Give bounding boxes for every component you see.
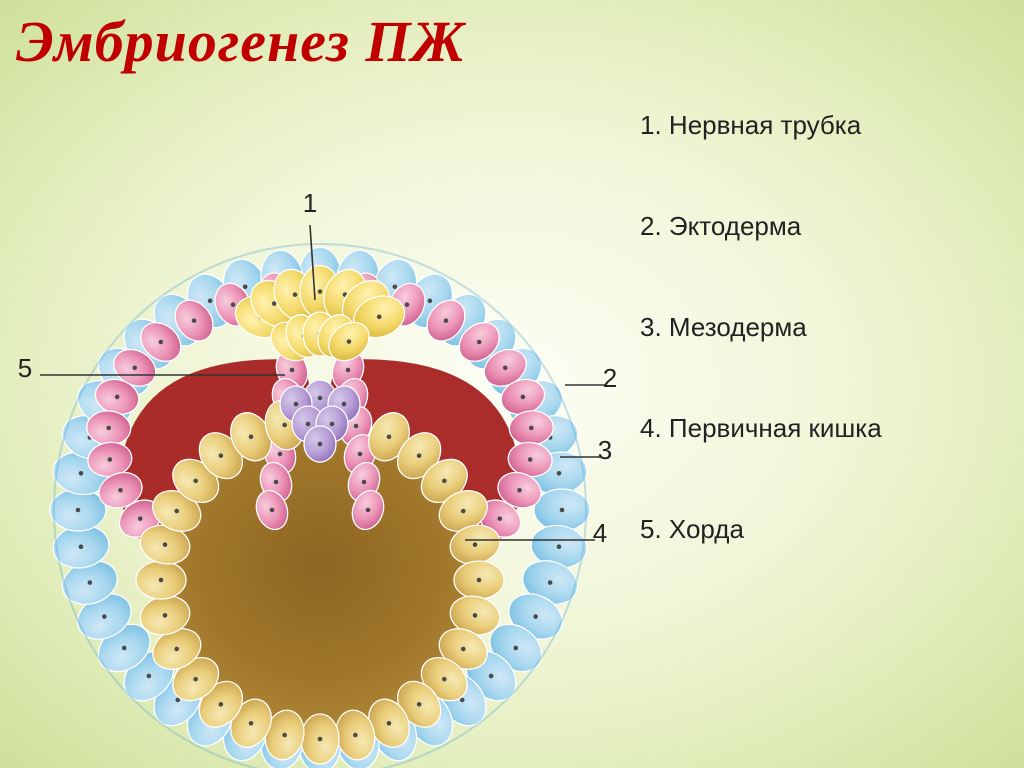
legend-num: 3. [640, 312, 662, 342]
legend-num: 1. [640, 110, 662, 140]
legend-item-1: 1. Нервная трубка [640, 110, 882, 141]
legend-label: Мезодерма [669, 312, 807, 342]
title-text: Эмбриогенез ПЖ [16, 9, 466, 74]
legend: 1. Нервная трубка 2. Эктодерма 3. Мезоде… [640, 110, 882, 545]
legend-num: 4. [640, 413, 662, 443]
callout-4: 4 [593, 518, 607, 548]
legend-label: Хорда [669, 514, 744, 544]
legend-label: Эктодерма [669, 211, 801, 241]
callout-5: 5 [18, 353, 32, 383]
callout-1: 1 [303, 188, 317, 218]
embryo-diagram: 1 2 3 4 5 [10, 100, 630, 740]
embryo-svg: 1 2 3 4 5 [10, 100, 630, 768]
legend-label: Первичная кишка [669, 413, 882, 443]
legend-item-4: 4. Первичная кишка [640, 413, 882, 444]
callout-3: 3 [598, 435, 612, 465]
slide-title: Эмбриогенез ПЖ [16, 8, 466, 75]
legend-item-2: 2. Эктодерма [640, 211, 882, 242]
legend-num: 2. [640, 211, 662, 241]
legend-label: Нервная трубка [669, 110, 861, 140]
callout-2: 2 [603, 363, 617, 393]
legend-item-3: 3. Мезодерма [640, 312, 882, 343]
legend-num: 5. [640, 514, 662, 544]
legend-item-5: 5. Хорда [640, 514, 882, 545]
